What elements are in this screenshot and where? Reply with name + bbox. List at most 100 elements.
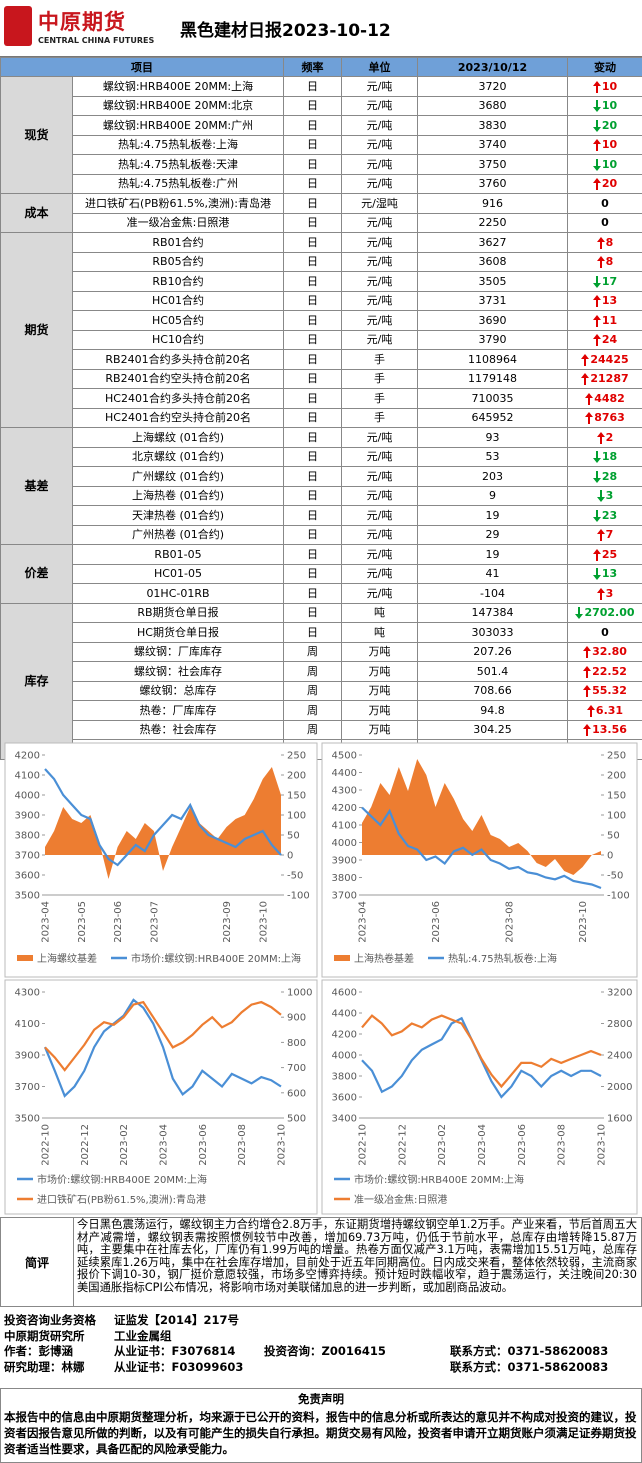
header: 中原期货 CENTRAL CHINA FUTURES 黑色建材日报2023-10…: [0, 0, 642, 57]
arrow-shape: [593, 178, 601, 190]
x-tick-label: 2022-10: [41, 1124, 52, 1166]
legend-label: 热轧:4.75热轧板卷:上海: [448, 952, 557, 965]
x-tick-label: 2023-09: [222, 901, 233, 943]
unit-cell: 元/吨: [342, 174, 418, 194]
arrow-shape: [583, 685, 591, 697]
disclaimer-text: 本报告中的信息由中原期货整理分析，均来源于已公开的资料，报告中的信息分析或所表达…: [4, 1409, 638, 1457]
unit-cell: 元/吨: [342, 272, 418, 292]
item-cell: RB05合约: [73, 252, 284, 272]
change-value: 24425: [590, 353, 628, 366]
freq-cell: 日: [284, 233, 342, 253]
y2-tick-label: 50: [287, 831, 300, 842]
change-cell: 20: [568, 174, 642, 194]
header-cell: 项目: [1, 58, 284, 77]
freq-cell: 日: [284, 77, 342, 97]
change-cell: 6.31: [568, 701, 642, 721]
change-cell: 23: [568, 506, 642, 526]
unit-cell: 手: [342, 369, 418, 389]
legend-label: 市场价:螺纹钢:HRB400E 20MM:上海: [354, 1173, 524, 1186]
change-value: 32.80: [592, 645, 627, 658]
change-value: 10: [602, 138, 617, 151]
freq-cell: 日: [284, 272, 342, 292]
item-cell: 螺纹钢：总库存: [73, 681, 284, 701]
logo-subtext: CENTRAL CHINA FUTURES: [38, 36, 154, 45]
y2-tick-label: 800: [287, 1038, 306, 1049]
freq-cell: 日: [284, 350, 342, 370]
change-arrow: [585, 412, 593, 424]
value-cell: 645952: [418, 408, 568, 428]
y2-tick-label: 3200: [607, 988, 632, 999]
y-tick-label: 3700: [15, 1082, 40, 1093]
footer-line: 投资咨询业务资格证监发【2014】217号: [4, 1312, 640, 1328]
group-cell: 基差: [1, 428, 73, 545]
change-arrow: [597, 588, 605, 600]
item-cell: 热轧:4.75热轧板卷:上海: [73, 135, 284, 155]
change-cell: 0: [568, 194, 642, 214]
item-cell: RB01-05: [73, 545, 284, 565]
arrow-shape: [593, 471, 601, 483]
item-cell: HC期货仓单日报: [73, 623, 284, 643]
change-value: 20: [602, 119, 617, 132]
change-value: 13.56: [592, 723, 627, 736]
y2-tick-label: 700: [287, 1063, 306, 1074]
commentary: 简评 今日黑色震荡运行，螺纹钢主力合约增仓2.8万手，东证期货增持螺纹钢空单1.…: [0, 1217, 642, 1307]
unit-cell: 元/吨: [342, 77, 418, 97]
unit-cell: 元/吨: [342, 155, 418, 175]
change-arrow: [593, 81, 601, 93]
y-tick-label: 3800: [332, 873, 357, 884]
footer-text: 投资咨询：Z0016415: [264, 1343, 386, 1359]
value-cell: 3830: [418, 116, 568, 136]
y2-tick-label: -100: [287, 891, 310, 902]
arrow-shape: [581, 373, 589, 385]
freq-cell: 日: [284, 428, 342, 448]
change-value: 2: [606, 431, 614, 444]
change-cell: 10: [568, 135, 642, 155]
y-tick-label: 3600: [15, 871, 40, 882]
change-arrow: [593, 100, 601, 112]
value-cell: 3720: [418, 77, 568, 97]
unit-cell: 万吨: [342, 701, 418, 721]
change-value: 28: [602, 470, 617, 483]
unit-cell: 元/吨: [342, 525, 418, 545]
x-tick-label: 2023-04: [159, 1124, 170, 1166]
item-cell: 01HC-01RB: [73, 584, 284, 604]
freq-cell: 日: [284, 311, 342, 331]
unit-cell: 手: [342, 389, 418, 409]
change-arrow: [593, 471, 601, 483]
arrow-shape: [593, 549, 601, 561]
y2-tick-label: -50: [287, 871, 303, 882]
value-cell: 3731: [418, 291, 568, 311]
y2-tick-label: 50: [607, 831, 620, 842]
item-cell: RB01合约: [73, 233, 284, 253]
value-cell: 1108964: [418, 350, 568, 370]
freq-cell: 日: [284, 213, 342, 233]
freq-cell: 日: [284, 486, 342, 506]
freq-cell: 日: [284, 389, 342, 409]
value-cell: 147384: [418, 603, 568, 623]
arrow-shape: [593, 139, 601, 151]
item-cell: RB10合约: [73, 272, 284, 292]
change-cell: 18: [568, 447, 642, 467]
change-value: 25: [602, 548, 617, 561]
value-cell: 3750: [418, 155, 568, 175]
x-tick-label: 2023-08: [557, 1124, 568, 1166]
change-arrow: [583, 685, 591, 697]
charts: 35003600370038003900400041004200-100-500…: [0, 740, 642, 1216]
arrow-shape: [593, 120, 601, 132]
legend-label: 上海热卷基差: [354, 952, 414, 965]
change-cell: 17: [568, 272, 642, 292]
legend-swatch: [17, 955, 33, 961]
change-value: 13: [602, 294, 617, 307]
y-tick-label: 4100: [332, 821, 357, 832]
